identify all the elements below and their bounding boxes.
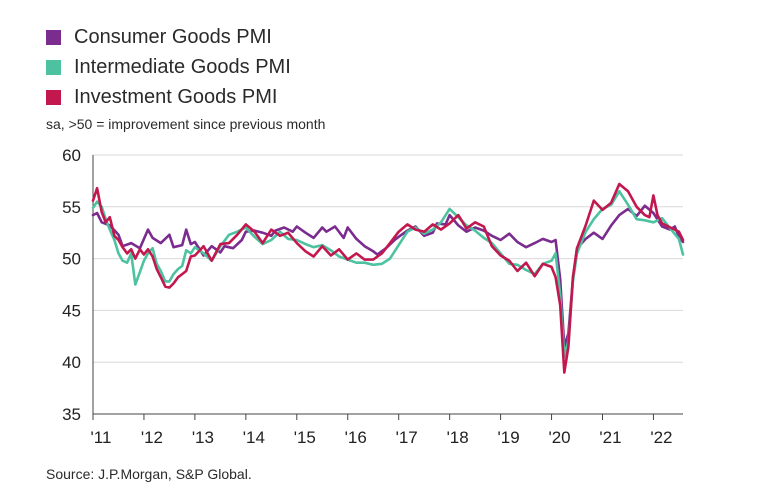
x-tick-label-17: '17 <box>396 428 418 447</box>
y-tick-label-35: 35 <box>62 405 81 424</box>
legend-label-consumer-goods: Consumer Goods PMI <box>74 25 272 48</box>
y-tick-label-50: 50 <box>62 250 81 269</box>
legend-item-investment-goods: Investment Goods PMI <box>46 82 291 112</box>
x-tick-label-20: '20 <box>548 428 570 447</box>
x-tick-label-19: '19 <box>498 428 520 447</box>
legend-swatch-intermediate-goods <box>46 59 61 75</box>
series-lines <box>91 182 685 374</box>
y-tick-label-45: 45 <box>62 301 81 320</box>
series-line-investment-goods-pmi <box>91 182 685 374</box>
x-tick-label-11: '11 <box>91 428 112 447</box>
x-tick-label-16: '16 <box>345 428 367 447</box>
legend-item-intermediate-goods: Intermediate Goods PMI <box>46 52 291 82</box>
legend-item-consumer-goods: Consumer Goods PMI <box>46 22 291 52</box>
y-tick-label-40: 40 <box>62 353 81 372</box>
x-tick-label-21: '21 <box>599 428 621 447</box>
y-tick-label-60: 60 <box>62 146 81 165</box>
legend-swatch-consumer-goods <box>46 29 61 45</box>
legend-label-intermediate-goods: Intermediate Goods PMI <box>74 55 291 78</box>
legend-swatch-investment-goods <box>46 89 61 105</box>
x-tick-label-14: '14 <box>243 428 265 447</box>
source-note: Source: J.P.Morgan, S&P Global. <box>46 466 252 482</box>
x-tick-label-12: '12 <box>141 428 163 447</box>
tick-labels: 35 40 45 50 55 60 '11 '12 '13 '14 '15 '16 '17 '18 '19 '… <box>62 146 672 447</box>
x-tick-label-13: '13 <box>192 428 214 447</box>
x-tick-label-18: '18 <box>447 428 469 447</box>
axes <box>92 155 683 420</box>
y-tick-label-55: 55 <box>62 198 81 217</box>
legend: Consumer Goods PMI Intermediate Goods PM… <box>46 22 291 112</box>
x-tick-label-15: '15 <box>294 428 316 447</box>
legend-label-investment-goods: Investment Goods PMI <box>74 85 278 108</box>
x-tick-label-22: '22 <box>650 428 672 447</box>
chart-subtitle: sa, >50 = improvement since previous mon… <box>46 116 326 132</box>
